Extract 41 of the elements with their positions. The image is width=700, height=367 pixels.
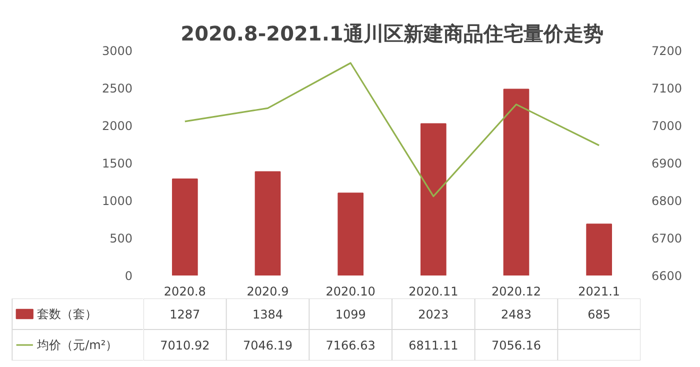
y2-tick-label: 6900 [652, 156, 682, 170]
y2-tick-label: 7100 [652, 82, 682, 96]
legend-label: 套数（套） [37, 307, 98, 321]
x-tick-label: 2020.9 [246, 284, 289, 298]
y-tick-label: 500 [110, 232, 132, 246]
y-tick-label: 0 [124, 269, 133, 283]
data-label: 7046.19 [242, 338, 293, 352]
data-label: 2483 [500, 308, 532, 322]
data-label: 1384 [252, 308, 284, 322]
x-tick-label: 2021.1 [578, 284, 620, 298]
data-label: 2023 [418, 308, 449, 322]
y-tick-label: 2500 [102, 82, 133, 96]
y2-tick-label: 6600 [652, 269, 682, 283]
y2-tick-label: 6800 [652, 194, 682, 208]
data-label: 7056.16 [491, 338, 542, 352]
bar [172, 178, 198, 276]
data-label: 7166.63 [326, 338, 376, 352]
legend-label: 均价（元/m²） [36, 338, 118, 352]
x-tick-label: 2020.10 [326, 284, 376, 298]
y-tick-label: 3000 [102, 44, 133, 58]
x-tick-label: 2020.8 [164, 284, 206, 298]
y-tick-label: 1500 [102, 156, 133, 170]
data-label: 1099 [335, 308, 366, 322]
bar [420, 123, 446, 276]
bar [586, 224, 612, 276]
bar [338, 192, 364, 276]
bar [254, 171, 281, 276]
y-tick-label: 2000 [102, 119, 133, 133]
y2-tick-label: 6700 [652, 232, 682, 246]
y2-tick-label: 7200 [652, 44, 682, 58]
x-tick-label: 2020.12 [491, 284, 542, 298]
data-label: 6811.11 [408, 338, 458, 352]
data-label: 685 [588, 308, 611, 322]
line-series [184, 62, 600, 198]
data-label: 7010.92 [160, 338, 210, 352]
y-tick-label: 1000 [102, 194, 133, 208]
y2-tick-label: 7000 [652, 119, 682, 133]
data-label: 1287 [170, 308, 200, 322]
bar [503, 88, 530, 276]
x-tick-label: 2020.11 [408, 284, 458, 298]
chart-title: 2020.8-2021.1通川区新建商品住宅量价走势 [180, 22, 604, 46]
